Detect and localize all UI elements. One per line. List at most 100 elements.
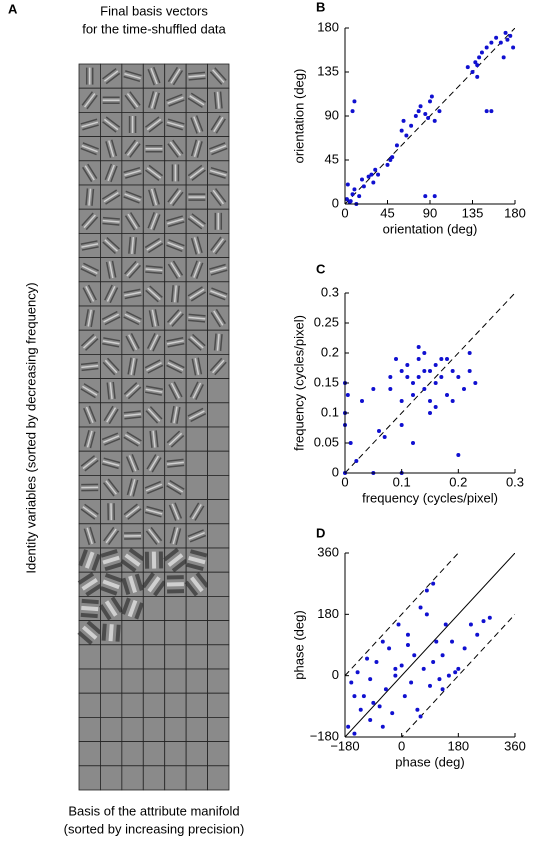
gabor-stripe [174,502,183,519]
gabor-stripe [216,91,220,109]
gabor-stripe [148,121,164,133]
gabor-stripe [100,549,118,558]
scatter-point [422,351,427,355]
gabor-stripe [85,188,89,206]
gabor-patch [107,503,116,521]
gabor-stripe [124,291,142,297]
scatter-point [473,381,478,385]
gabor-stripe [149,285,163,298]
scatter-point [446,673,451,678]
gabor-stripe [80,118,98,125]
reference-line [400,613,515,737]
gabor-stripe [192,333,206,347]
gabor-stripe [81,265,98,275]
gabor-patch [81,91,98,110]
gabor-stripe [103,405,114,422]
gabor-patch [210,115,226,134]
gabor-patch [101,623,121,642]
gabor-patch [187,164,206,181]
gabor-patch [166,93,185,107]
gabor-stripe [194,505,205,521]
scatter-point [405,632,410,637]
gabor-stripe [103,435,120,443]
basis-cell [100,668,123,694]
gabor-stripe [197,357,203,375]
basis-cell [100,765,123,791]
gabor-stripe [105,116,121,128]
scatter-point [380,639,385,644]
basis-cell [121,644,144,670]
panel-label: C [316,261,326,276]
gabor-stripe [83,528,91,546]
gabor-stripe [147,364,164,374]
scatter-point [475,74,480,79]
gabor-stripe [104,316,121,326]
gabor-stripe [128,455,137,472]
gabor-stripe [195,115,204,132]
scatter-point [450,399,455,403]
scatter-point [511,45,516,50]
gabor-stripe [123,288,141,294]
y-tick-label: 135 [317,63,339,78]
gabor-stripe [166,309,180,323]
gabor-stripe [133,358,138,376]
gabor-stripe [145,268,163,272]
gabor-stripe [128,334,138,351]
basis-cell [207,547,230,573]
gabor-patch [186,549,208,571]
panel-title: Final basis vectors [100,3,208,18]
gabor-patch [145,265,163,275]
gabor-stripe [134,237,138,255]
scatter-point [396,622,401,627]
gabor-stripe [210,191,222,207]
scatter-point [399,128,404,133]
gabor-stripe [195,384,204,400]
gabor-stripe [189,549,208,558]
gabor-stripe [168,359,185,369]
gabor-stripe [213,333,217,351]
gabor-stripe [166,485,182,496]
basis-cell [78,668,101,694]
scatter-point [345,182,350,187]
gabor-stripe [170,68,181,84]
gabor-patch [121,597,144,620]
gabor-patch [102,237,120,254]
scatter-point [484,45,489,50]
gabor-stripe [172,191,184,207]
y-tick-label: −180 [310,728,339,743]
scatter-point [468,622,473,627]
scatter-point [399,423,404,427]
gabor-stripe [175,528,182,546]
gabor-stripe [80,268,97,277]
gabor-stripe [102,361,116,376]
scatter-point [422,369,427,373]
scatter-point [424,612,429,617]
gabor-patch [102,337,121,348]
gabor-stripe [213,116,224,133]
basis-cell [142,596,166,622]
gabor-stripe [126,262,139,277]
gabor-stripe [150,67,158,85]
gabor-stripe [124,313,141,323]
gabor-stripe [144,511,162,518]
gabor-stripe [151,309,157,327]
gabor-stripe [171,313,184,327]
gabor-patch [81,212,99,231]
basis-cell [185,620,208,646]
gabor-stripe [188,532,205,540]
gabor-stripe [150,213,158,230]
gabor-stripe [126,93,139,108]
gabor-stripe [124,139,136,155]
gabor-stripe [128,236,132,254]
gabor-patch [102,116,121,133]
gabor-stripe [146,385,163,390]
reference-line [345,553,515,737]
gabor-patch [210,188,227,207]
gabor-stripe [81,364,99,369]
gabor-stripe [172,70,184,86]
y-tick-label: 0.05 [314,434,339,449]
gabor-patch [123,410,142,420]
gabor-stripe [169,141,182,156]
gabor-patch [170,285,180,303]
gabor-patch [103,526,120,545]
